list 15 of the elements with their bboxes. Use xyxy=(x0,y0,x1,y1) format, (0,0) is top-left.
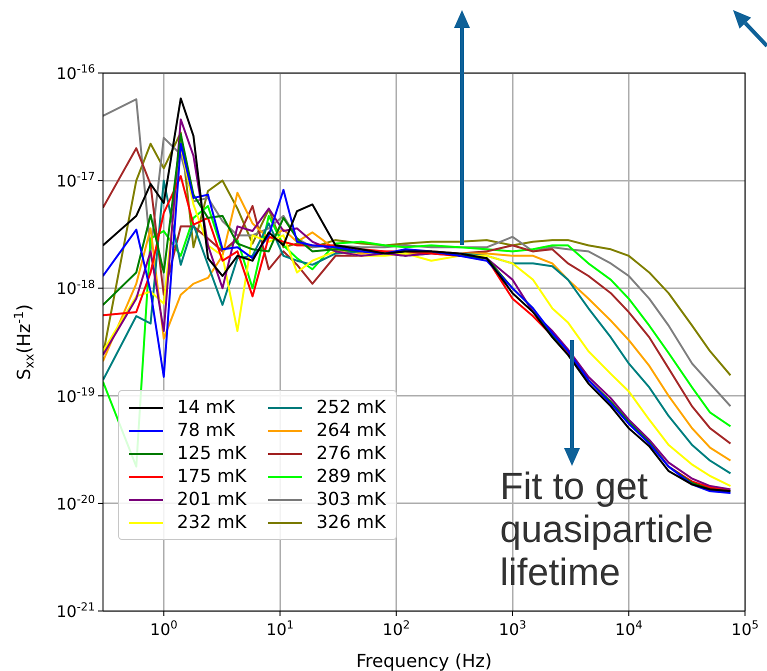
legend-label: 175 mK xyxy=(177,466,246,487)
legend-label: 276 mK xyxy=(316,443,386,464)
legend-label: 125 mK xyxy=(177,443,246,464)
legend-label: 264 mK xyxy=(316,420,386,441)
legend-label: 14 mK xyxy=(177,397,235,418)
legend-label: 289 mK xyxy=(316,466,386,487)
legend-label: 201 mK xyxy=(177,489,246,510)
legend-label: 303 mK xyxy=(316,489,386,510)
y-axis-title: Sxx(Hz-1) xyxy=(10,304,37,380)
legend-label: 252 mK xyxy=(316,397,386,418)
legend-label: 78 mK xyxy=(177,420,235,441)
x-axis-title: Frequency (Hz) xyxy=(356,651,492,671)
legend-label: 232 mK xyxy=(177,512,246,533)
legend-label: 326 mK xyxy=(316,512,386,533)
annotation: Fit to get quasiparticle lifetime xyxy=(500,466,714,595)
